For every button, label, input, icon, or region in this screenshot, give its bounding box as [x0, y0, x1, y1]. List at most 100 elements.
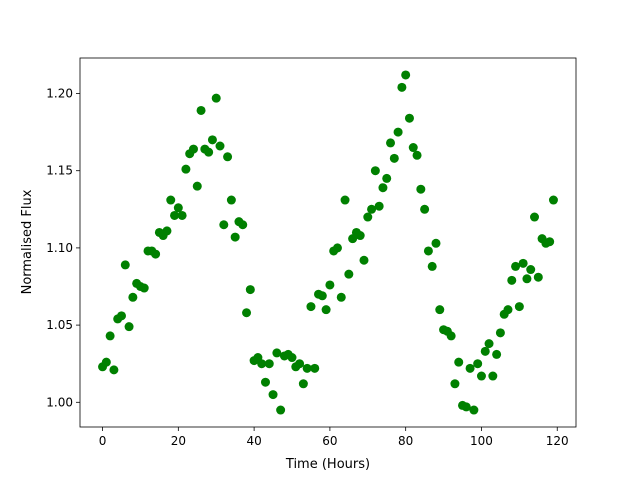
data-point: [238, 220, 248, 230]
data-point: [268, 390, 278, 400]
data-point: [374, 201, 384, 211]
data-point: [151, 249, 161, 259]
data-point: [363, 212, 373, 222]
data-point: [495, 328, 505, 338]
data-point: [302, 363, 312, 373]
data-point: [192, 181, 202, 191]
data-point: [295, 359, 305, 369]
data-point: [522, 274, 532, 284]
data-point: [344, 269, 354, 279]
data-point: [359, 255, 369, 265]
data-point: [336, 292, 346, 302]
data-point: [204, 147, 214, 157]
data-point: [276, 405, 286, 415]
data-point: [207, 135, 217, 145]
y-tick-label: 1.15: [46, 164, 73, 178]
data-point: [321, 305, 331, 315]
y-tick-label: 1.10: [46, 241, 73, 255]
data-point: [188, 144, 198, 154]
data-point: [404, 113, 414, 123]
x-tick-label: 40: [246, 434, 261, 448]
data-point: [211, 93, 221, 103]
data-point: [287, 353, 297, 363]
data-point: [408, 143, 418, 153]
data-point: [530, 212, 540, 222]
data-point: [435, 305, 445, 315]
data-point: [242, 308, 252, 318]
data-point: [389, 153, 399, 163]
data-point: [378, 183, 388, 193]
data-point: [454, 357, 464, 367]
x-axis-label: Time (Hours): [285, 457, 370, 472]
data-point: [355, 231, 365, 241]
data-point: [325, 280, 335, 290]
data-point: [298, 379, 308, 389]
data-point: [181, 164, 191, 174]
data-point: [177, 210, 187, 220]
data-point: [120, 260, 130, 270]
data-point: [173, 203, 183, 213]
data-point: [420, 204, 430, 214]
x-tick-label: 0: [99, 434, 107, 448]
data-point: [416, 184, 426, 194]
data-point: [317, 291, 327, 301]
data-point: [128, 292, 138, 302]
data-point: [545, 237, 555, 247]
data-point: [423, 246, 433, 256]
y-axis-label: Normalised Flux: [20, 189, 35, 294]
data-point: [518, 258, 528, 268]
data-point: [162, 226, 172, 236]
data-point: [245, 285, 255, 295]
data-point: [139, 283, 149, 293]
data-point: [526, 265, 536, 275]
data-point: [166, 195, 176, 205]
data-point: [332, 243, 342, 253]
data-point: [370, 166, 380, 176]
data-point: [196, 105, 206, 115]
data-point: [488, 371, 498, 381]
data-point: [412, 150, 422, 160]
data-point: [503, 305, 513, 315]
data-point: [484, 339, 494, 349]
data-point: [310, 363, 320, 373]
data-point: [548, 195, 558, 205]
axes-frame: [79, 57, 577, 428]
data-point: [257, 359, 267, 369]
data-point: [170, 210, 180, 220]
data-point: [427, 261, 437, 271]
x-tick-label: 100: [470, 434, 493, 448]
data-point: [226, 195, 236, 205]
x-tick-label: 120: [546, 434, 569, 448]
data-point: [260, 377, 270, 387]
y-tick-label: 1.05: [46, 318, 73, 332]
data-point: [514, 302, 524, 312]
y-tick-label: 1.20: [46, 87, 73, 101]
data-point: [492, 349, 502, 359]
data-point: [219, 220, 229, 230]
data-point: [230, 232, 240, 242]
data-points: [98, 70, 558, 415]
data-point: [386, 138, 396, 148]
data-point: [511, 261, 521, 271]
data-point: [480, 346, 490, 356]
data-point: [367, 204, 377, 214]
data-point: [116, 311, 126, 321]
data-point: [469, 405, 479, 415]
data-point: [450, 379, 460, 389]
data-point: [465, 363, 475, 373]
x-tick-label: 60: [322, 434, 337, 448]
data-point: [109, 365, 119, 375]
data-point: [476, 371, 486, 381]
data-point: [272, 348, 282, 358]
data-point: [401, 70, 411, 80]
data-point: [101, 357, 111, 367]
data-point: [507, 275, 517, 285]
data-point: [533, 272, 543, 282]
data-point: [223, 152, 233, 162]
y-tick-label: 1.00: [46, 395, 73, 409]
x-tick-label: 80: [398, 434, 413, 448]
data-point: [393, 127, 403, 137]
data-point: [264, 359, 274, 369]
x-axis: 0 20 40 60 80 100 120: [99, 427, 569, 448]
